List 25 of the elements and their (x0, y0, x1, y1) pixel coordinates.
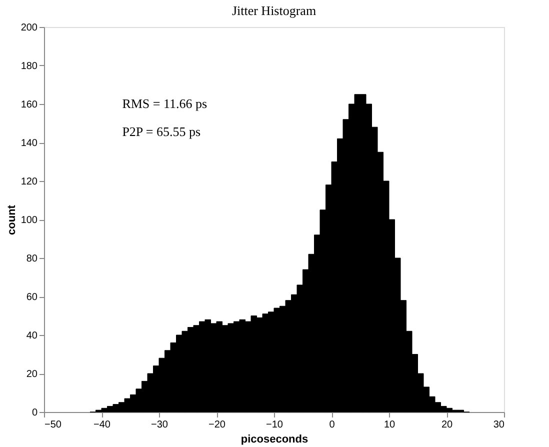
y-tick-label: 100 (20, 215, 38, 226)
y-axis-title: count (6, 204, 18, 235)
y-tick-label: 160 (20, 100, 38, 110)
x-axis-title: picoseconds (240, 434, 308, 446)
x-tick-label: −50 (44, 420, 62, 430)
annotation: P2P = 65.55 ps (122, 124, 201, 139)
x-tick-label: 0 (329, 420, 336, 430)
y-tick-label: 140 (20, 138, 38, 149)
y-tick-label: 60 (26, 292, 38, 303)
x-tick-label: 30 (493, 420, 505, 430)
y-tick-label: 40 (26, 330, 38, 342)
x-tick-label: −30 (151, 420, 168, 430)
x-tick-label: −20 (208, 420, 226, 430)
y-tick-label: 200 (20, 22, 38, 34)
y-tick-label: 80 (26, 254, 38, 264)
y-tick-label: 180 (20, 61, 38, 72)
x-tick-label: −10 (266, 420, 284, 430)
x-tick-label: 10 (384, 420, 396, 430)
y-tick-label: 120 (20, 176, 38, 188)
x-tick-label: 20 (441, 420, 453, 430)
y-tick-label: 0 (32, 408, 38, 418)
y-tick-label: 20 (26, 369, 38, 380)
annotation: RMS = 11.66 ps (122, 96, 208, 111)
x-tick-label: −40 (94, 420, 111, 430)
chart-title: Jitter Histogram (232, 3, 316, 18)
